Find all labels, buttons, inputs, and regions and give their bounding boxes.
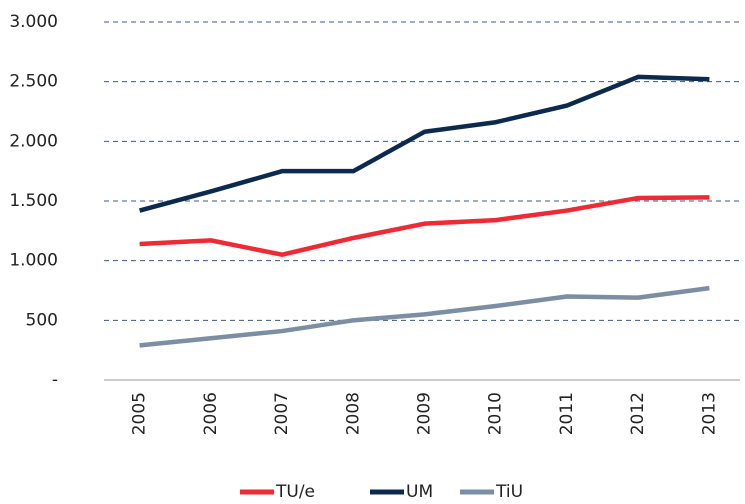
x-tick-label: 2010 xyxy=(486,392,506,435)
x-tick-label: 2005 xyxy=(130,392,150,435)
y-tick-label: 3.000 xyxy=(9,12,58,32)
y-tick-label: 1.000 xyxy=(9,251,58,271)
legend-label: TiU xyxy=(495,482,523,502)
x-tick-label: 2013 xyxy=(699,392,719,435)
y-tick-label: 2.000 xyxy=(9,131,58,151)
x-tick-label: 2009 xyxy=(415,392,435,435)
y-tick-label: 2.500 xyxy=(9,72,58,92)
legend-label: UM xyxy=(406,482,433,502)
y-tick-label: 1.500 xyxy=(9,191,58,211)
series-line xyxy=(139,195,710,257)
x-tick-label: 2007 xyxy=(272,392,292,435)
y-tick-label: 500 xyxy=(26,310,58,330)
x-tick-label: 2008 xyxy=(343,392,363,435)
x-tick-label: 2011 xyxy=(557,392,577,435)
series-line xyxy=(139,74,710,213)
legend-label: TU/e xyxy=(275,482,315,502)
series-line xyxy=(139,285,710,348)
x-tick-label: 2012 xyxy=(628,392,648,435)
y-tick-label: - xyxy=(52,370,58,390)
x-tick-label: 2006 xyxy=(201,392,221,435)
